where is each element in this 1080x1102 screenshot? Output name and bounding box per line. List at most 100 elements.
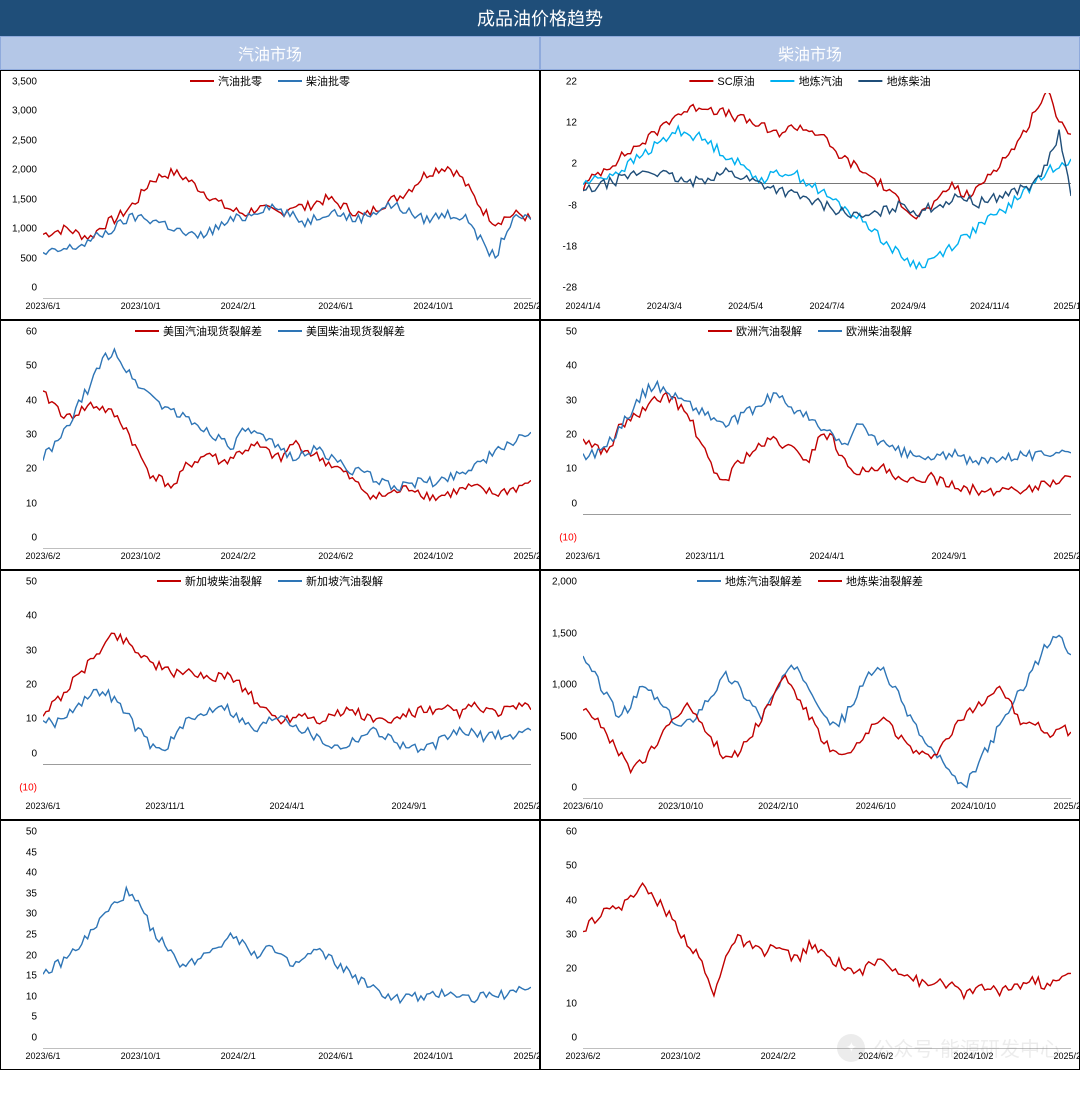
y-tick: -8 [568,200,577,211]
y-tick: 60 [566,827,577,838]
legend-swatch [135,330,159,332]
x-tick: 2024/10/10 [951,801,996,811]
x-tick: 2024/10/2 [953,1051,993,1061]
legend-item: 地炼柴油裂解差 [818,573,923,589]
legend: 地炼汽油裂解差 地炼柴油裂解差 [697,573,923,589]
x-tick: 2025/2/1 [1053,551,1080,561]
x-tick: 2024/1/4 [565,301,600,311]
charts-grid: 汽油批零柴油批零05001,0001,5002,0002,5003,0003,5… [0,70,1080,1070]
x-tick: 2023/10/10 [658,801,703,811]
x-tick: 2024/6/1 [318,301,353,311]
x-axis: 2023/6/12023/10/12024/2/12024/6/12024/10… [43,1051,531,1069]
x-axis: 2023/6/12023/11/12024/4/12024/9/12025/2/… [583,551,1071,569]
legend-item: 新加坡柴油裂解 [157,573,262,589]
x-tick: 2024/6/10 [856,801,896,811]
x-tick: 2025/2/1 [1053,1051,1080,1061]
y-tick: 10 [566,464,577,475]
chart-c5: 新加坡柴油裂解新加坡汽油裂解(10)010203040502023/6/1202… [0,570,540,820]
y-tick: 40 [26,868,37,879]
chart-c1: 汽油批零柴油批零05001,0001,5002,0002,5003,0003,5… [0,70,540,320]
y-tick: 500 [560,731,577,742]
x-tick: 2024/10/2 [413,551,453,561]
x-tick: 2024/10/1 [413,1051,453,1061]
plot-area [43,93,531,299]
y-tick: 10 [26,498,37,509]
legend-item: 欧洲汽油裂解 [708,323,802,339]
plot-area [43,843,531,1049]
y-tick: 50 [26,827,37,838]
y-tick: 40 [26,611,37,622]
y-tick: 0 [571,783,577,794]
y-axis: 05001,0001,5002,0002,5003,0003,500 [1,93,41,299]
legend-label: 欧洲柴油裂解 [846,323,912,339]
x-tick: 2024/2/1 [221,1051,256,1061]
y-tick: 40 [26,395,37,406]
y-tick: 3,000 [12,106,37,117]
legend-swatch [689,80,713,82]
legend: 新加坡柴油裂解新加坡汽油裂解 [157,573,383,589]
x-tick: 2024/6/2 [318,551,353,561]
x-tick: 2024/2/2 [761,1051,796,1061]
x-tick: 2023/10/2 [661,1051,701,1061]
x-tick: 2024/2/10 [758,801,798,811]
legend-item: 美国汽油现货裂解差 [135,323,262,339]
y-tick: 45 [26,847,37,858]
plot-area [583,93,1071,299]
legend-label: 欧洲汽油裂解 [736,323,802,339]
chart-c2: SC原油地炼汽油地炼柴油-28-18-8212222024/1/42024/3/… [540,70,1080,320]
legend-item: 地炼汽油裂解差 [697,573,802,589]
x-tick: 2024/3/4 [647,301,682,311]
legend-item: 欧洲柴油裂解 [818,323,912,339]
y-tick: 0 [31,1033,37,1044]
chart-c7: 051015202530354045502023/6/12023/10/1202… [0,820,540,1070]
x-tick: 2023/10/1 [121,1051,161,1061]
y-tick: 30 [26,909,37,920]
x-axis: 2024/1/42024/3/42024/5/42024/7/42024/9/4… [583,301,1071,319]
legend-swatch [708,330,732,332]
y-tick: 2,500 [12,135,37,146]
x-tick: 2024/6/2 [858,1051,893,1061]
y-tick: 10 [26,991,37,1002]
x-tick: 2023/6/2 [25,551,60,561]
y-tick: 20 [566,430,577,441]
y-tick: 20 [26,950,37,961]
y-axis: (10)01020304050 [541,343,581,549]
y-axis: 05101520253035404550 [1,843,41,1049]
x-tick: 2023/6/10 [563,801,603,811]
y-axis: -28-18-821222 [541,93,581,299]
y-tick: 5 [31,1012,37,1023]
subtitle-row: 汽油市场 柴油市场 [0,36,1080,70]
y-tick: 30 [26,645,37,656]
y-tick: 2 [571,159,577,170]
y-tick: 2,000 [552,577,577,588]
plot-area [583,843,1071,1049]
y-tick: 50 [26,577,37,588]
y-tick: (10) [19,783,37,794]
plot-area [583,343,1071,549]
legend-label: 柴油批零 [306,73,350,89]
x-tick: 2024/5/4 [728,301,763,311]
x-tick: 2023/6/1 [25,301,60,311]
x-tick: 2025/2/1 [1053,801,1080,811]
legend-swatch [278,80,302,82]
y-tick: 40 [566,895,577,906]
legend: 欧洲汽油裂解 欧洲柴油裂解 [708,323,912,339]
x-tick: 2024/6/1 [318,1051,353,1061]
y-tick: 0 [571,1033,577,1044]
legend-label: 地炼汽油 [799,73,843,89]
legend-swatch [818,330,842,332]
y-tick: 0 [31,283,37,294]
plot-area [43,343,531,549]
legend-label: 美国汽油现货裂解差 [163,323,262,339]
x-tick: 2024/11/4 [970,301,1009,311]
y-tick: 50 [26,361,37,372]
legend-label: 地炼汽油裂解差 [725,573,802,589]
legend-label: 地炼柴油裂解差 [846,573,923,589]
y-tick: 2,000 [12,165,37,176]
legend-label: 美国柴油现货裂解差 [306,323,405,339]
x-tick: 2024/2/2 [221,551,256,561]
y-tick: 1,500 [12,194,37,205]
chart-c3: 美国汽油现货裂解差美国柴油现货裂解差01020304050602023/6/22… [0,320,540,570]
y-tick: 10 [566,998,577,1009]
plot-area [43,593,531,799]
